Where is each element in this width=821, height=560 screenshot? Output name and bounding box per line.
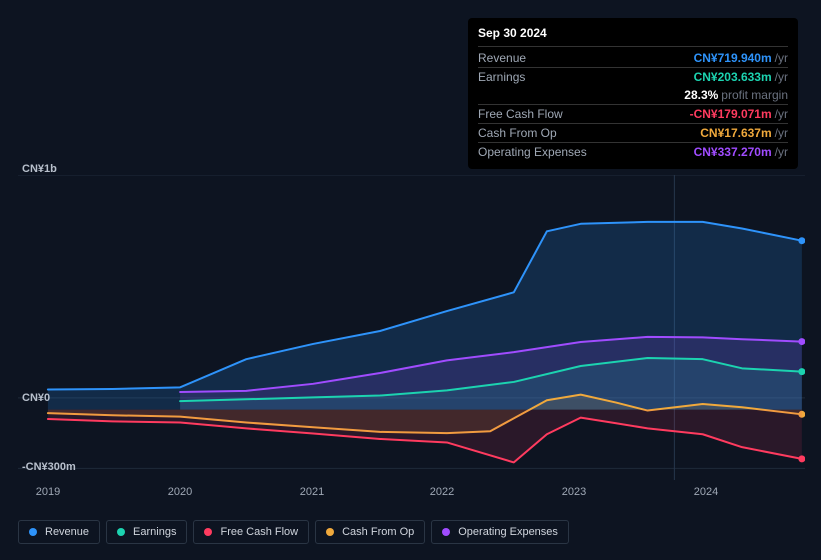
financials-area-chart[interactable] [18,175,805,480]
tooltip-row-value: CN¥17.637m [700,126,771,140]
legend-label: Revenue [45,526,89,538]
tooltip-row: Revenue CN¥719.940m/yr [478,49,788,68]
chart-legend: Revenue Earnings Free Cash Flow Cash From O… [18,520,569,544]
tooltip-date: Sep 30 2024 [478,26,788,47]
tooltip-row-value: CN¥337.270m [694,145,772,159]
legend-item[interactable]: Revenue [18,520,100,544]
x-axis-label: 2020 [168,486,192,498]
legend-dot-icon [29,528,37,536]
x-axis-label: 2023 [562,486,586,498]
tooltip-row-unit: /yr [775,145,788,159]
tooltip-row-unit: /yr [775,107,788,121]
legend-item[interactable]: Earnings [106,520,187,544]
tooltip-row: Earnings CN¥203.633m/yr [478,68,788,86]
x-axis-label: 2019 [36,486,60,498]
legend-label: Operating Expenses [458,526,558,538]
legend-item[interactable]: Operating Expenses [431,520,569,544]
tooltip-row-value: CN¥203.633m [694,70,772,84]
legend-label: Cash From Op [342,526,414,538]
x-axis-label: 2024 [694,486,718,498]
tooltip-row-unit: /yr [775,70,788,84]
tooltip-row-label: Earnings [478,70,525,84]
legend-dot-icon [204,528,212,536]
legend-item[interactable]: Cash From Op [315,520,425,544]
tooltip-rows: Revenue CN¥719.940m/yr Earnings CN¥203.633m… [478,49,788,161]
tooltip-row-label: Cash From Op [478,126,557,140]
tooltip-row: 28.3%profit margin [478,86,788,105]
legend-label: Free Cash Flow [220,526,298,538]
legend-label: Earnings [133,526,176,538]
y-axis-label: CN¥0 [22,392,50,404]
legend-dot-icon [117,528,125,536]
chart-svg [18,175,805,480]
tooltip-row-value: 28.3% [684,88,718,102]
tooltip-row: Cash From Op CN¥17.637m/yr [478,124,788,143]
tooltip-row-label: Operating Expenses [478,145,587,159]
tooltip-row-unit: /yr [775,51,788,65]
tooltip-row: Operating Expenses CN¥337.270m/yr [478,143,788,161]
tooltip-row-unit: profit margin [721,88,788,102]
tooltip-row-label: Free Cash Flow [478,107,563,121]
y-axis-label: CN¥1b [22,163,57,175]
tooltip-row-value: -CN¥179.071m [690,107,772,121]
tooltip-row: Free Cash Flow -CN¥179.071m/yr [478,105,788,124]
y-axis-label: -CN¥300m [22,461,76,473]
x-axis-label: 2021 [300,486,324,498]
tooltip-row-label: Revenue [478,51,526,65]
tooltip-row-unit: /yr [775,126,788,140]
x-axis-label: 2022 [430,486,454,498]
legend-item[interactable]: Free Cash Flow [193,520,309,544]
tooltip-row-value: CN¥719.940m [694,51,772,65]
chart-tooltip: Sep 30 2024 RevenueCN¥719.940m/yrEarning… [468,18,798,169]
legend-dot-icon [442,528,450,536]
legend-dot-icon [326,528,334,536]
